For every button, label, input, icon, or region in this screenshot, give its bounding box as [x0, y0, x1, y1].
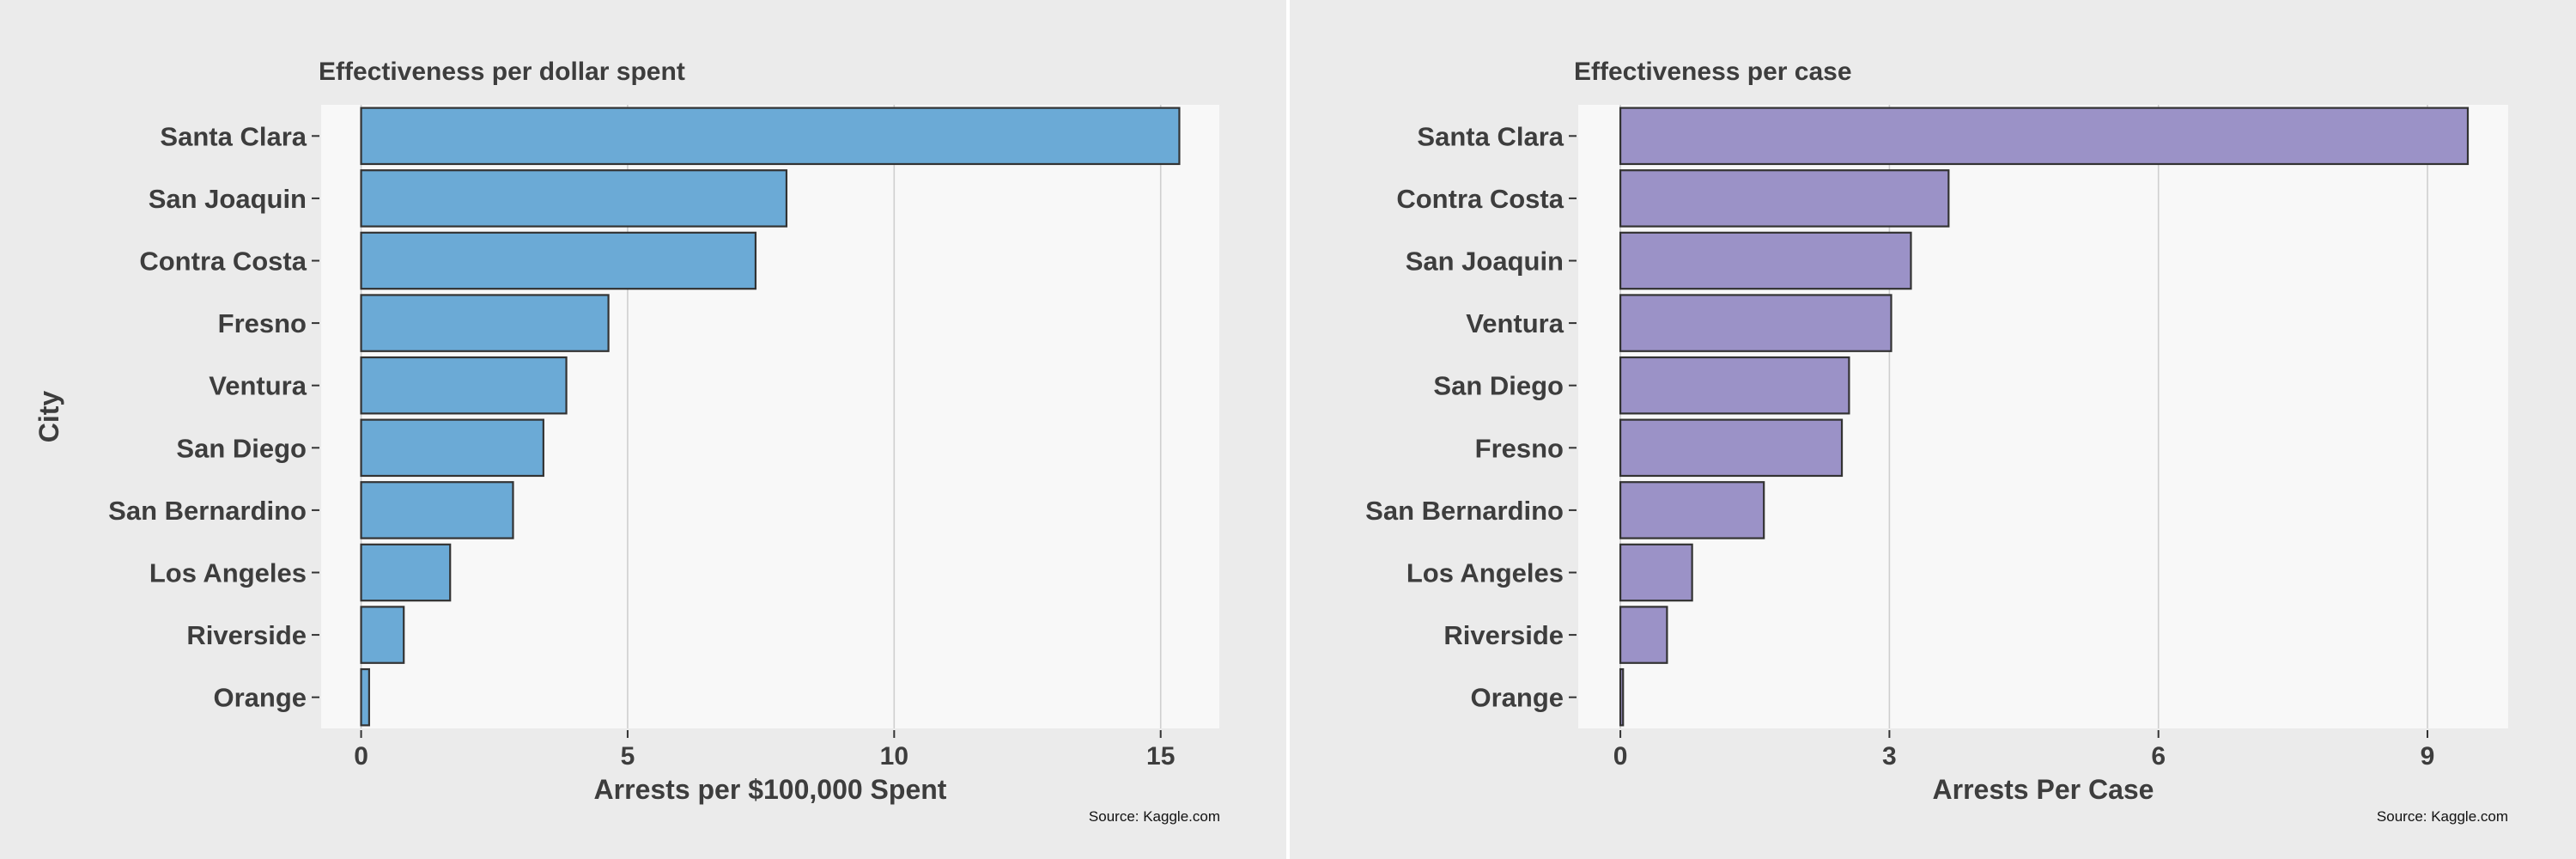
- x-tick-label-5: 5: [621, 742, 635, 771]
- category-label-san-bernardino: San Bernardino: [1365, 496, 1564, 526]
- source-caption: Source: Kaggle.com: [2377, 808, 2508, 825]
- x-tick-label-15: 15: [1146, 742, 1175, 771]
- category-label-contra-costa: Contra Costa: [1396, 184, 1564, 214]
- category-label-fresno: Fresno: [1475, 433, 1564, 463]
- bar-chart-case: Santa Clara Contra Costa San Joaquin Ventur…: [1365, 58, 2508, 825]
- x-axis-title: Arrests Per Case: [1933, 774, 2154, 805]
- category-label-los-angeles: Los Angeles: [149, 558, 307, 588]
- chart-panel-case: Santa Clara Contra Costa San Joaquin Ventur…: [1290, 0, 2576, 859]
- category-label-san-diego: San Diego: [1433, 371, 1564, 401]
- source-caption: Source: Kaggle.com: [1089, 808, 1220, 825]
- category-label-orange: Orange: [1470, 683, 1564, 713]
- chart-panel-dollar: Santa Clara San Joaquin Contra Costa Fresno…: [0, 0, 1286, 859]
- category-label-san-diego: San Diego: [176, 433, 307, 463]
- category-label-ventura: Ventura: [1466, 308, 1564, 338]
- bar-ventura: [1619, 294, 1893, 352]
- category-label-san-joaquin: San Joaquin: [1406, 247, 1564, 277]
- bar-orange: [1619, 667, 1625, 727]
- category-label-los-angeles: Los Angeles: [1406, 558, 1564, 588]
- bar-san-bernardino: [1619, 481, 1765, 539]
- bar-los-angeles: [1619, 543, 1693, 602]
- x-tick-label-3: 3: [1882, 742, 1897, 771]
- category-label-orange: Orange: [213, 683, 307, 713]
- chart-title: Effectiveness per dollar spent: [319, 58, 685, 86]
- bar-fresno: [360, 294, 610, 352]
- x-tick-label-0: 0: [354, 742, 368, 771]
- category-label-san-bernardino: San Bernardino: [108, 496, 307, 526]
- x-tick-label-9: 9: [2421, 742, 2435, 771]
- bar-san-diego: [1619, 356, 1850, 415]
- bar-san-joaquin: [360, 169, 788, 228]
- x-tick-label-6: 6: [2151, 742, 2166, 771]
- y-axis-title: City: [33, 391, 64, 443]
- category-label-fresno: Fresno: [218, 308, 307, 338]
- category-label-san-joaquin: San Joaquin: [149, 184, 307, 214]
- category-label-riverside: Riverside: [1443, 620, 1564, 650]
- chart-title: Effectiveness per case: [1574, 58, 1852, 86]
- category-label-santa-clara: Santa Clara: [160, 121, 307, 151]
- category-label-contra-costa: Contra Costa: [139, 247, 307, 277]
- bar-ventura: [360, 356, 568, 415]
- x-tick-label-0: 0: [1613, 742, 1628, 771]
- bar-santa-clara: [1619, 107, 2470, 166]
- category-label-riverside: Riverside: [186, 620, 307, 650]
- bar-san-bernardino: [360, 481, 514, 539]
- category-label-santa-clara: Santa Clara: [1417, 121, 1564, 151]
- category-label-ventura: Ventura: [209, 371, 307, 401]
- x-axis-title: Arrests per $100,000 Spent: [594, 774, 947, 805]
- bar-san-diego: [360, 418, 544, 478]
- bar-orange: [360, 667, 370, 727]
- bar-los-angeles: [360, 543, 452, 602]
- bar-chart-dollar: Santa Clara San Joaquin Contra Costa Fresno…: [33, 58, 1220, 825]
- bar-fresno: [1619, 418, 1844, 478]
- bar-riverside: [360, 606, 405, 664]
- bar-riverside: [1619, 606, 1668, 664]
- x-tick-label-10: 10: [880, 742, 908, 771]
- bar-contra-costa: [1619, 169, 1950, 228]
- bar-santa-clara: [360, 107, 1181, 166]
- bar-contra-costa: [360, 231, 757, 290]
- bar-san-joaquin: [1619, 231, 1912, 290]
